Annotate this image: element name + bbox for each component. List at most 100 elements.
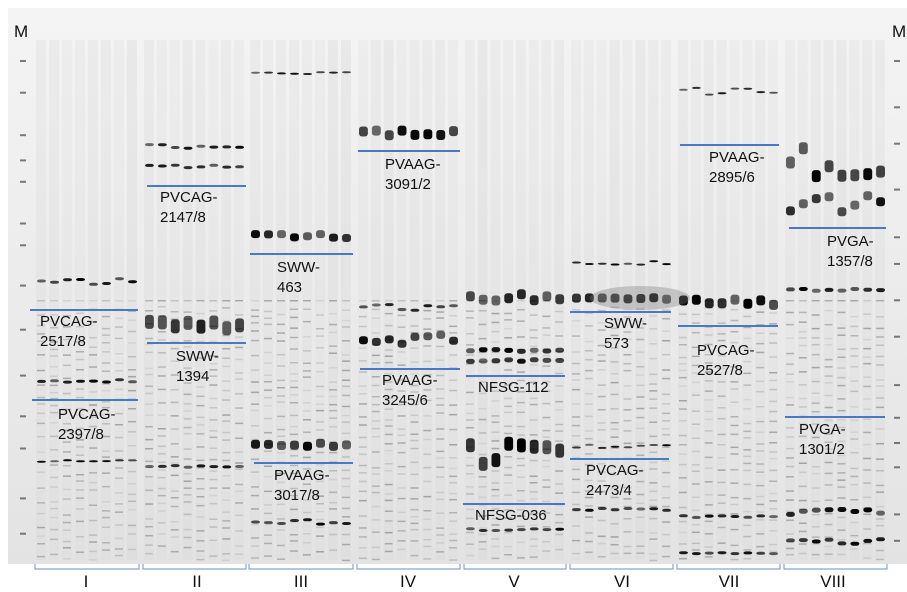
faint-band xyxy=(478,323,487,326)
faint-band xyxy=(436,428,445,430)
dna-band xyxy=(798,508,808,514)
faint-band xyxy=(449,404,458,406)
faint-band xyxy=(102,342,110,344)
faint-band xyxy=(222,319,231,322)
faint-band xyxy=(679,520,687,523)
faint-band xyxy=(436,311,445,313)
dna-band xyxy=(555,347,565,353)
faint-band xyxy=(384,397,393,399)
faint-band xyxy=(662,403,671,405)
faint-band xyxy=(466,317,474,319)
faint-band xyxy=(290,380,298,382)
faint-band xyxy=(316,335,324,337)
marker-lane-label-left: M xyxy=(14,22,29,41)
faint-band xyxy=(157,522,166,524)
faint-band xyxy=(769,323,778,325)
faint-band xyxy=(63,338,71,341)
faint-band xyxy=(316,510,324,513)
faint-band xyxy=(811,353,820,356)
marker-label-pvaag-3091: PVAAG- 3091/2 xyxy=(385,156,441,193)
faint-band xyxy=(196,558,205,561)
faint-band xyxy=(798,331,807,333)
faint-band xyxy=(636,442,645,444)
dna-band xyxy=(529,439,539,454)
faint-band xyxy=(316,503,324,505)
faint-band xyxy=(837,356,846,358)
lane-streak xyxy=(396,40,407,560)
faint-band xyxy=(410,508,419,511)
faint-band xyxy=(466,531,474,534)
faint-band xyxy=(76,439,84,441)
faint-band xyxy=(63,423,71,425)
dna-band xyxy=(517,438,526,453)
dna-band xyxy=(786,287,795,292)
faint-band xyxy=(50,320,58,323)
faint-band xyxy=(863,469,872,471)
dna-band xyxy=(811,539,821,544)
faint-band xyxy=(704,390,713,392)
dna-band xyxy=(769,299,778,310)
dna-band xyxy=(329,233,338,242)
faint-band xyxy=(786,363,794,365)
faint-band xyxy=(517,476,525,478)
faint-band xyxy=(371,505,380,508)
faint-band xyxy=(183,501,192,503)
faint-band xyxy=(264,542,272,545)
dna-band xyxy=(449,126,458,137)
faint-band xyxy=(50,486,58,488)
faint-band xyxy=(662,505,671,508)
faint-band xyxy=(730,496,739,499)
faint-band xyxy=(329,461,337,463)
dna-band xyxy=(850,287,860,291)
dna-band xyxy=(636,294,646,303)
faint-band xyxy=(623,518,632,520)
faint-band xyxy=(316,518,324,521)
dna-band xyxy=(157,143,167,147)
faint-band xyxy=(170,521,179,523)
faint-band xyxy=(597,542,606,545)
faint-band xyxy=(316,328,324,330)
faint-band xyxy=(786,499,794,501)
dna-band xyxy=(397,339,407,348)
faint-band xyxy=(209,310,218,312)
faint-band xyxy=(824,433,833,435)
faint-band xyxy=(277,489,285,491)
faint-band xyxy=(384,493,393,495)
faint-band xyxy=(384,520,393,522)
faint-band xyxy=(597,480,606,482)
faint-band xyxy=(649,532,658,534)
faint-band xyxy=(478,533,487,536)
faint-band xyxy=(37,543,45,545)
faint-band xyxy=(863,482,872,484)
faint-band xyxy=(717,381,726,383)
faint-band xyxy=(303,402,311,404)
faint-band xyxy=(397,434,406,436)
faint-band xyxy=(824,545,833,548)
faint-band xyxy=(691,364,700,367)
faint-band xyxy=(436,404,445,406)
faint-band xyxy=(329,491,337,494)
faint-band xyxy=(876,364,885,366)
ladder-tick-right xyxy=(894,539,900,542)
faint-band xyxy=(730,544,739,547)
faint-band xyxy=(786,510,794,512)
faint-band xyxy=(491,495,500,497)
faint-band xyxy=(769,400,778,403)
faint-band xyxy=(76,474,84,476)
faint-band xyxy=(597,422,606,424)
faint-band xyxy=(504,432,513,435)
faint-band xyxy=(555,513,564,516)
faint-band xyxy=(555,470,564,472)
faint-band xyxy=(743,430,752,433)
faint-band xyxy=(290,425,298,428)
dna-band xyxy=(850,200,860,210)
faint-band xyxy=(436,534,445,536)
faint-band xyxy=(251,537,259,539)
dna-band xyxy=(316,522,325,526)
faint-band xyxy=(572,478,580,481)
faint-band xyxy=(597,429,606,431)
faint-band xyxy=(837,539,846,541)
faint-band xyxy=(572,416,580,418)
faint-band xyxy=(466,310,474,312)
dna-band xyxy=(572,508,581,512)
